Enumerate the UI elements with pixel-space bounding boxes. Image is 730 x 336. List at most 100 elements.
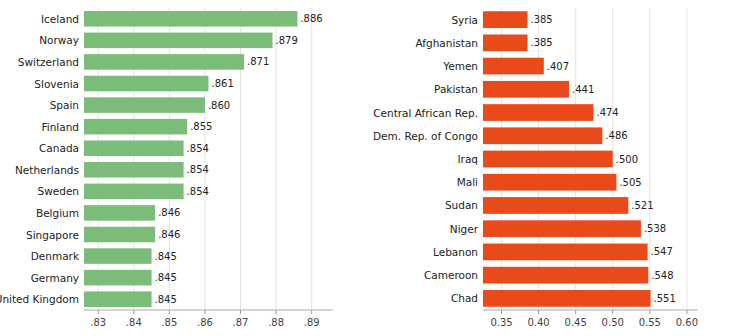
tick-mark — [240, 310, 241, 314]
tick-label: .84 — [126, 317, 142, 328]
bar — [84, 54, 244, 70]
category-label: Niger — [450, 223, 479, 235]
bar — [84, 119, 187, 135]
tick-label: .85 — [161, 317, 177, 328]
grid-line — [649, 8, 650, 310]
grid-line — [686, 8, 687, 310]
data-label: .854 — [187, 186, 209, 197]
tick-label: 0.50 — [602, 317, 624, 328]
grid-line — [204, 8, 205, 310]
bar — [483, 34, 527, 51]
bar — [483, 104, 593, 121]
category-label: Netherlands — [15, 164, 79, 176]
data-label: .486 — [605, 130, 627, 141]
bars — [483, 11, 651, 306]
x-axis-line — [483, 310, 698, 311]
grid-line — [276, 8, 277, 310]
data-label: .845 — [155, 251, 177, 262]
data-label: .846 — [158, 229, 180, 240]
bar — [84, 184, 184, 200]
bar — [84, 205, 155, 221]
data-label: .407 — [547, 61, 569, 72]
data-label: .871 — [247, 56, 269, 67]
category-label: Sweden — [38, 185, 80, 197]
data-label: .854 — [187, 164, 209, 175]
panel: .83.84.85.86.87.88.89IcelandNorwaySwitze… — [0, 8, 333, 328]
tick-label: 0.45 — [565, 317, 587, 328]
data-label: .846 — [158, 207, 180, 218]
bar — [84, 140, 184, 156]
bar — [483, 81, 569, 98]
bar — [483, 197, 628, 214]
x-axis-line — [84, 310, 333, 311]
bar — [483, 151, 613, 168]
bar — [483, 174, 616, 191]
data-label: .441 — [572, 84, 594, 95]
panel: 0.350.400.450.500.550.60SyriaAfghanistan… — [242, 8, 698, 328]
data-label: .500 — [616, 154, 638, 165]
tick-label: .89 — [304, 317, 320, 328]
grid-line — [98, 8, 99, 310]
category-label: Sudan — [445, 199, 478, 211]
category-label: Singapore — [26, 229, 79, 241]
category-label: Denmark — [31, 250, 80, 262]
category-label: Central African Rep. — [373, 107, 478, 119]
tick-mark — [169, 310, 170, 314]
tick-label: .83 — [90, 317, 106, 328]
tick-label: 0.60 — [676, 317, 698, 328]
category-label: Syria — [451, 14, 478, 26]
category-label: Germany — [31, 272, 79, 284]
category-label: United Kingdom — [0, 293, 79, 305]
data-label: .548 — [651, 270, 673, 281]
category-label: Canada — [39, 142, 79, 154]
category-label: Lebanon — [433, 246, 478, 258]
bar — [483, 58, 544, 75]
bar — [84, 162, 184, 178]
data-label: .385 — [530, 14, 552, 25]
tick-mark — [204, 310, 205, 314]
bar — [84, 291, 152, 307]
tick-label: 0.35 — [490, 317, 512, 328]
category-label: Chad — [451, 292, 478, 304]
tick-mark — [311, 310, 312, 314]
data-label: .547 — [651, 246, 673, 257]
category-label: Slovenia — [34, 78, 79, 90]
grid-line — [169, 8, 170, 310]
category-label: Switzerland — [18, 56, 79, 68]
tick-mark — [612, 310, 613, 314]
category-label: Mali — [457, 176, 478, 188]
bar — [483, 220, 641, 237]
tick-mark — [649, 310, 650, 314]
grid-line — [240, 8, 241, 310]
bar — [483, 11, 527, 28]
category-label: Iceland — [41, 13, 79, 25]
data-label: .521 — [631, 200, 653, 211]
category-label: Norway — [39, 34, 79, 46]
category-label: Yemen — [442, 60, 478, 72]
category-label: Belgium — [36, 207, 79, 219]
grid-line — [133, 8, 134, 310]
category-label: Finland — [41, 121, 79, 133]
category-label: Dem. Rep. of Congo — [373, 130, 478, 142]
category-label: Spain — [50, 99, 79, 111]
data-label: .538 — [644, 223, 666, 234]
data-label: .886 — [300, 13, 322, 24]
tick-label: .87 — [233, 317, 249, 328]
bar — [483, 290, 651, 307]
bar — [84, 97, 205, 113]
tick-mark — [575, 310, 576, 314]
data-label: .505 — [619, 177, 641, 188]
bar — [84, 33, 273, 49]
data-label: .860 — [208, 100, 230, 111]
data-label: .854 — [187, 143, 209, 154]
bar — [483, 267, 648, 284]
data-label: .879 — [276, 35, 298, 46]
tick-mark — [98, 310, 99, 314]
tick-mark — [501, 310, 502, 314]
data-label: .845 — [155, 272, 177, 283]
tick-mark — [276, 310, 277, 314]
tick-mark — [686, 310, 687, 314]
grid-line — [311, 8, 312, 310]
bar — [84, 76, 209, 92]
bar — [84, 270, 152, 286]
